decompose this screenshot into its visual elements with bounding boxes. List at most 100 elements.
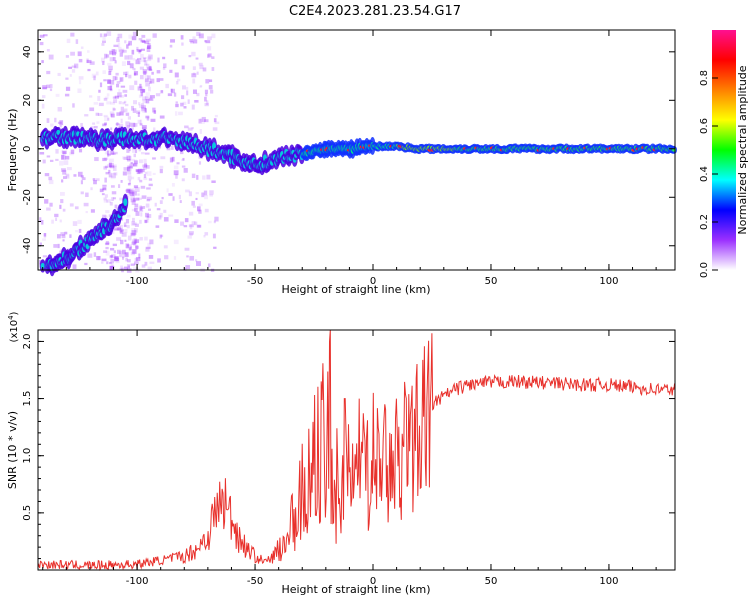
spectrogram-noise-cell (190, 40, 194, 44)
spectrogram-noise-cell (145, 248, 150, 252)
spectrogram-noise-cell (60, 150, 64, 154)
spectrogram-noise-cell (158, 215, 162, 220)
spectrogram-noise-cell (213, 246, 217, 249)
spectrogram-noise-cell (120, 48, 125, 54)
x-tick-label: -100 (126, 276, 149, 287)
spectrogram-noise-cell (208, 79, 213, 83)
spectrogram-noise-cell (93, 252, 97, 257)
spectrogram-noise-cell (103, 199, 109, 203)
spectrogram-noise-cell (102, 61, 105, 66)
spectrogram-noise-cell (133, 100, 137, 105)
spectrogram-noise-cell (166, 147, 171, 151)
spectrogram-noise-cell (183, 168, 188, 173)
spectrogram-noise-cell (140, 89, 145, 94)
spectrogram-noise-cell (117, 33, 123, 39)
spectrogram-noise-cell (137, 49, 142, 53)
spectrogram-noise-cell (103, 97, 108, 101)
spectrogram-noise-cell (198, 33, 204, 39)
spectrogram-noise-cell (145, 83, 150, 87)
spectrogram-noise-cell (97, 256, 100, 261)
spectrogram-noise-cell (191, 127, 194, 130)
spectrogram-noise-cell (146, 63, 150, 69)
spectrogram-noise-cell (95, 178, 100, 182)
spectrogram-noise-cell (135, 257, 141, 262)
spectrogram-noise-cell (140, 53, 144, 59)
spectrogram-noise-cell (179, 200, 182, 204)
spectrogram-noise-cell (186, 90, 189, 96)
spectrogram-frame (37, 29, 676, 271)
spectrogram-noise-cell (126, 244, 130, 247)
spectrogram-noise-cell (113, 151, 118, 155)
colorbar-label: Normalized spectral amplitude (736, 65, 749, 234)
spectrogram-noise-cell (198, 203, 203, 207)
spectrogram-noise-cell (95, 112, 99, 116)
spectrogram-noise-cell (126, 268, 132, 273)
spectrogram-noise-cell (138, 102, 141, 106)
spectrogram-noise-cell (198, 161, 202, 165)
spectrogram-noise-cell (132, 57, 136, 61)
spectrogram-noise-cell (131, 122, 135, 127)
spectrogram-noise-cell (115, 72, 119, 76)
spectrogram-noise-cell (65, 77, 69, 80)
spectrogram-noise-cell (123, 100, 127, 104)
spectrogram-noise-cell (146, 171, 152, 176)
spectrogram-noise-cell (175, 103, 179, 108)
spectrogram-noise-cell (136, 46, 139, 51)
spectrogram-noise-cell (104, 96, 109, 99)
spectrogram-noise-cell (116, 237, 122, 241)
spectrogram-noise-cell (178, 111, 183, 116)
spectrogram-noise-cell (149, 95, 155, 99)
spectrogram-noise-cell (125, 121, 130, 126)
spectrogram-noise-cell (114, 256, 119, 262)
x-tick-label: 50 (485, 576, 498, 587)
spectrogram-noise-cell (209, 194, 214, 197)
y-tick-label: 40 (22, 45, 33, 58)
spectrogram-noise-cell (124, 252, 129, 257)
spectrogram-noise-cell (171, 183, 175, 187)
spectrogram-noise-cell (125, 257, 128, 262)
spectrogram-noise-cell (155, 93, 161, 97)
spectrogram-noise-cell (61, 179, 64, 183)
spectrogram-noise-cell (133, 122, 138, 127)
spectrogram-noise-cell (195, 192, 199, 195)
spectrogram-noise-cell (156, 70, 161, 74)
spectrogram-noise-cell (147, 75, 151, 80)
spectrogram-noise-cell (117, 226, 121, 231)
spectrogram-noise-cell (203, 235, 206, 238)
y-tick-label: 2.0 (22, 333, 33, 349)
spectrogram-noise-cell (107, 153, 111, 156)
spectrogram-noise-cell (138, 50, 141, 54)
spectrogram-noise-cell (70, 32, 75, 37)
x-tick-label: 50 (485, 276, 498, 287)
spectrogram-noise-cell (127, 116, 131, 120)
spectrogram-y-ticks: -40 -20 0 20 40 (22, 39, 675, 271)
spectrogram-noise-cell (109, 165, 115, 169)
spectrogram-noise-cell (132, 249, 137, 254)
spectrogram-noise-cell (147, 43, 151, 47)
spectrogram-noise-cell (41, 95, 46, 99)
spectrogram-noise-cell (148, 54, 153, 60)
spectrogram-noise-cell (197, 206, 201, 212)
spectrogram-noise-cell (136, 169, 141, 175)
spectrogram-noise-cell (127, 42, 130, 46)
spectrogram-noise-cell (102, 187, 107, 190)
spectrogram-noise-cell (132, 108, 137, 113)
spectrogram-noise-cell (196, 174, 199, 180)
colorbar-tick-label: 0.2 (699, 214, 710, 230)
spectrogram-noise-cell (108, 65, 113, 71)
snr-y-scale-label: (x104) (7, 311, 20, 342)
spectrogram-noise-cell (118, 46, 122, 52)
spectrogram-noise-cell (102, 70, 106, 74)
spectrogram-noise-cell (129, 122, 132, 127)
spectrogram-noise-cell (180, 102, 184, 107)
spectrogram-noise-cell (192, 78, 196, 84)
spectrogram-noise-cell (129, 191, 134, 197)
spectrogram-noise-cell (119, 197, 124, 201)
spectrogram-noise-cell (136, 110, 141, 115)
spectrogram-noise-cell (102, 40, 106, 44)
spectrogram-noise-cell (127, 170, 132, 175)
spectrogram-noise-cell (121, 61, 126, 66)
spectrogram-noise-cell (134, 223, 139, 227)
spectrogram-ridges (39, 125, 678, 277)
spectrogram-noise-cell (75, 39, 79, 44)
